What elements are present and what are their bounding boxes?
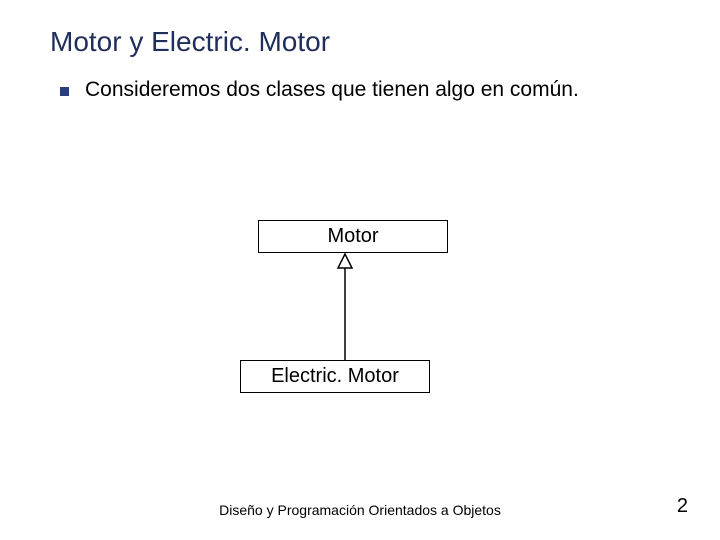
inheritance-arrow-icon bbox=[0, 0, 720, 540]
slide: Motor y Electric. Motor Consideremos dos… bbox=[0, 0, 720, 540]
footer-text: Diseño y Programación Orientados a Objet… bbox=[0, 502, 720, 518]
page-number: 2 bbox=[677, 495, 688, 518]
